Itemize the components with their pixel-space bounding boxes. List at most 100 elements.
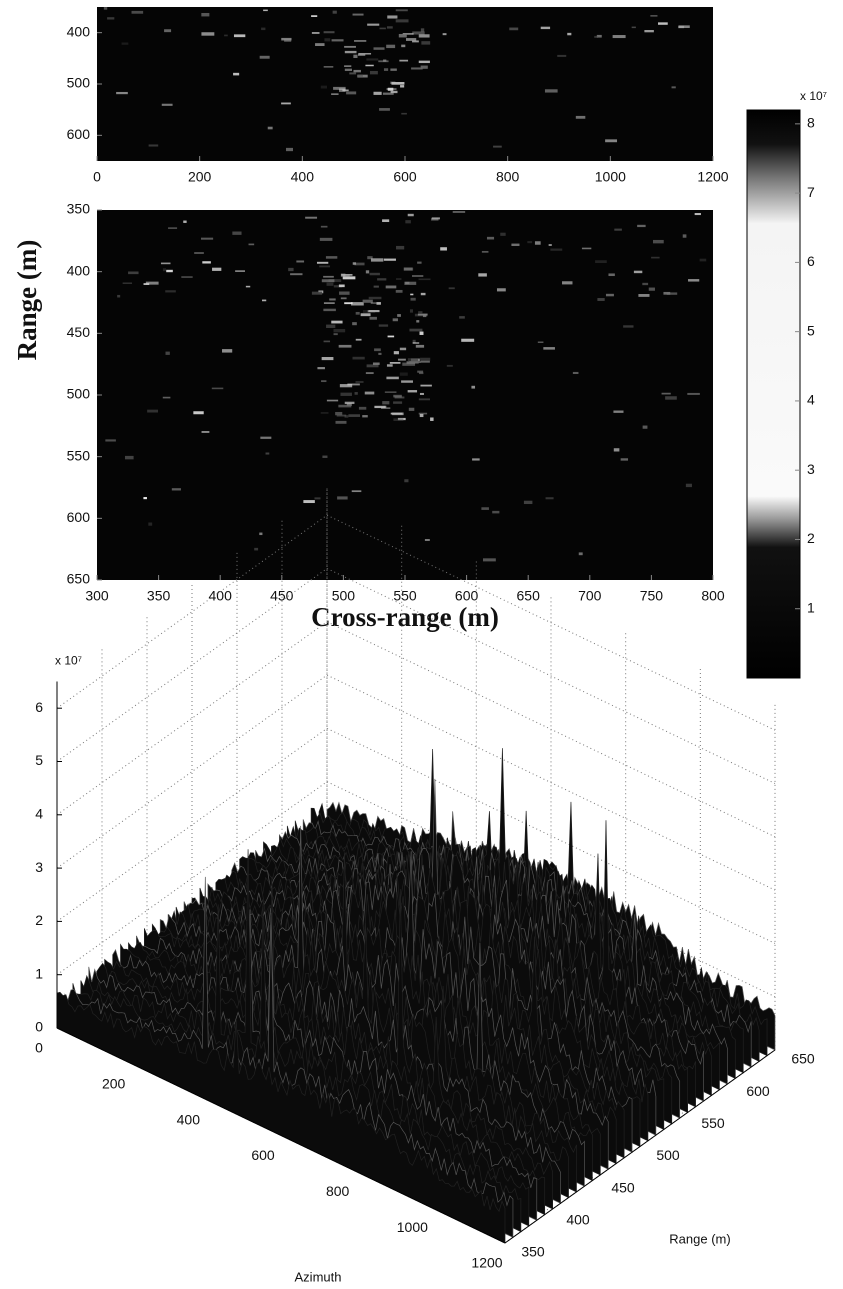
speckle — [259, 532, 263, 536]
y-tick-label: 400 — [67, 262, 91, 278]
x-tick-label: 500 — [332, 588, 356, 604]
x-tick-label: 450 — [270, 588, 294, 604]
speckle — [333, 333, 338, 336]
speckle — [394, 396, 405, 399]
speckle — [407, 213, 414, 217]
speckle — [248, 243, 255, 246]
speckle — [340, 297, 347, 300]
speckle — [107, 17, 115, 20]
y-tick-label: 400 — [566, 1212, 590, 1228]
speckle — [323, 275, 334, 278]
speckle — [362, 299, 373, 303]
speckle — [263, 9, 268, 12]
speckle — [365, 372, 374, 375]
speckle — [124, 455, 134, 460]
speckle — [393, 351, 399, 355]
speckle — [354, 40, 367, 42]
speckle — [420, 292, 426, 296]
speckle — [383, 68, 389, 71]
speckle — [471, 385, 476, 389]
speckle — [403, 267, 413, 271]
colorbar-tick-label: 2 — [807, 530, 815, 546]
speckle — [550, 248, 563, 251]
speckle — [392, 318, 398, 322]
speckle — [383, 59, 387, 62]
speckle — [311, 15, 318, 17]
speckle — [369, 70, 378, 75]
speckle — [419, 392, 424, 395]
speckle — [122, 282, 133, 284]
speckle — [393, 418, 404, 421]
speckle — [631, 26, 636, 29]
x-tick-label: 1000 — [397, 1219, 428, 1235]
speckle — [360, 313, 371, 317]
speckle — [386, 376, 399, 380]
speckle — [421, 41, 431, 45]
speckle — [446, 364, 453, 367]
speckle — [493, 145, 502, 148]
colorbar-scale-label: x 10⁷ — [800, 89, 827, 103]
speckle — [537, 341, 544, 344]
speckle — [386, 26, 393, 29]
speckle — [344, 50, 357, 54]
speckle — [326, 324, 336, 329]
speckle — [424, 539, 430, 541]
speckle — [143, 497, 147, 500]
speckle — [320, 85, 328, 89]
speckle — [397, 417, 406, 421]
y-tick-label: 650 — [67, 571, 91, 587]
speckle — [396, 245, 405, 250]
speckle — [481, 507, 489, 510]
x-tick-label: 400 — [177, 1111, 201, 1127]
y-axis-label: Range (m) — [669, 1231, 730, 1246]
speckle — [387, 335, 395, 338]
x-axis-label: Azimuth — [295, 1269, 342, 1284]
speckle — [281, 102, 291, 105]
speckle — [103, 7, 108, 10]
speckle — [290, 273, 303, 276]
speckle — [342, 274, 350, 278]
speckle — [365, 64, 374, 67]
speckle — [612, 35, 626, 39]
speckle — [511, 243, 520, 247]
speckle — [382, 219, 390, 223]
speckle — [410, 293, 414, 296]
speckle — [419, 413, 424, 418]
x-tick-label: 750 — [640, 588, 664, 604]
speckle — [395, 9, 408, 12]
speckle — [390, 90, 398, 94]
y-tick-label: 550 — [67, 447, 91, 463]
speckle — [328, 279, 342, 282]
speckle — [370, 302, 378, 304]
speckle — [181, 276, 193, 278]
speckle — [366, 364, 379, 368]
speckle — [200, 237, 214, 240]
speckle — [419, 372, 424, 375]
speckle — [534, 241, 541, 245]
speckle — [281, 37, 292, 41]
speckle — [415, 344, 425, 348]
speckle — [344, 401, 355, 404]
speckle — [366, 58, 379, 61]
speckle — [261, 27, 266, 31]
speckle — [143, 283, 150, 285]
z-tick-label: 4 — [35, 806, 43, 822]
speckle — [235, 270, 245, 272]
speckle — [671, 86, 676, 89]
speckle — [354, 262, 365, 266]
speckle — [222, 349, 233, 353]
speckle — [417, 370, 424, 373]
speckle — [395, 289, 403, 293]
speckle — [364, 391, 375, 395]
speckle — [262, 299, 267, 302]
speckle — [418, 398, 431, 401]
speckle — [365, 270, 370, 274]
speckle — [390, 81, 396, 85]
z-tick-label: 5 — [35, 752, 43, 768]
speckle — [418, 278, 431, 281]
speckle — [682, 234, 687, 238]
speckle — [331, 93, 339, 95]
speckle — [405, 220, 411, 224]
speckle — [407, 390, 418, 393]
speckle — [164, 29, 172, 33]
